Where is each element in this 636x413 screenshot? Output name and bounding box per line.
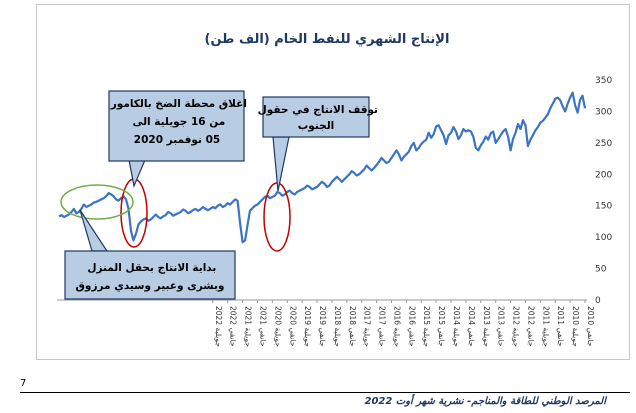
callout-south-text: توقف الانتاج في حقول الجنوب bbox=[254, 104, 378, 132]
crude-oil-production-chart: الإنتاج الشهري للنفط الخام (الف طن) 0 50 1… bbox=[57, 32, 612, 347]
callout-nawara-box bbox=[64, 250, 236, 300]
x-tick-label: جويلية 2020 bbox=[273, 306, 282, 347]
y-tick-label: 250 bbox=[595, 139, 612, 149]
x-tick-label: جانفي 2010 bbox=[586, 306, 595, 347]
x-axis-labels: جانفي 2010 جويلية 2010 جانفي 2011 جويلية 20… bbox=[212, 300, 595, 347]
x-tick-label: جانفي 2021 bbox=[258, 306, 267, 347]
x-tick-label: جويلية 2010 bbox=[571, 306, 580, 347]
x-tick-label: جويلية 2021 bbox=[244, 306, 253, 347]
y-tick-label: 0 bbox=[595, 296, 601, 306]
y-tick-label: 300 bbox=[595, 107, 612, 117]
x-tick-label: جانفي 2014 bbox=[467, 306, 476, 347]
footer-text: المرصد الوطني للطاقة والمناجم- نشرية شهر… bbox=[364, 396, 606, 407]
x-tick-label: جويلية 2022 bbox=[214, 306, 223, 347]
callout-camour-text: اغلاق محطة الضخ بالكامور من 16 جويلية ال… bbox=[107, 98, 247, 146]
x-tick-label: جويلية 2019 bbox=[303, 306, 312, 347]
y-tick-label: 350 bbox=[595, 76, 612, 86]
y-tick-label: 100 bbox=[595, 233, 612, 243]
y-tick-label: 150 bbox=[595, 202, 612, 212]
x-tick-label: جانفي 2013 bbox=[497, 306, 506, 347]
y-axis-labels: 0 50 100 150 200 250 300 350 bbox=[595, 76, 612, 306]
x-tick-label: جويلية 2018 bbox=[333, 306, 342, 347]
x-tick-label: جانفي 2015 bbox=[437, 306, 446, 347]
x-tick-label: جويلية 2011 bbox=[541, 306, 550, 347]
x-tick-label: جويلية 2012 bbox=[512, 306, 521, 347]
x-tick-label: جويلية 2016 bbox=[392, 306, 401, 347]
x-tick-label: جانفي 2012 bbox=[526, 306, 535, 347]
y-tick-label: 50 bbox=[595, 265, 607, 275]
x-tick-label: جويلية 2015 bbox=[422, 306, 431, 347]
x-tick-label: جانفي 2018 bbox=[348, 306, 357, 347]
x-tick-label: جويلية 2014 bbox=[452, 306, 461, 347]
x-tick-label: جانفي 2020 bbox=[288, 306, 297, 347]
x-tick-label: جانفي 2016 bbox=[407, 306, 416, 347]
page-number: 7 bbox=[20, 378, 27, 389]
callout-camour-box bbox=[108, 90, 245, 162]
callout-south-box bbox=[262, 96, 370, 138]
footer-divider bbox=[20, 392, 630, 393]
x-tick-label: جانفي 2022 bbox=[229, 306, 238, 347]
chart-frame: الإنتاج الشهري للنفط الخام (الف طن) 0 50 1… bbox=[36, 4, 630, 360]
x-tick-label: جانفي 2011 bbox=[556, 306, 565, 347]
x-tick-label: جويلية 2017 bbox=[363, 306, 372, 347]
x-tick-label: جانفي 2017 bbox=[378, 306, 387, 347]
chart-title: الإنتاج الشهري للنفط الخام (الف طن) bbox=[205, 32, 450, 47]
x-tick-label: جويلية 2013 bbox=[482, 306, 491, 347]
y-tick-label: 200 bbox=[595, 170, 612, 180]
callout-camour-pointer bbox=[128, 159, 146, 189]
ellipse-2022-start bbox=[60, 184, 134, 220]
callout-nawara-text: بداية الانتاج بحقل المنزل وبشرى وعبير وس… bbox=[76, 262, 225, 292]
callout-nawara-pointer bbox=[79, 209, 109, 252]
x-tick-label: جانفي 2019 bbox=[318, 306, 327, 347]
